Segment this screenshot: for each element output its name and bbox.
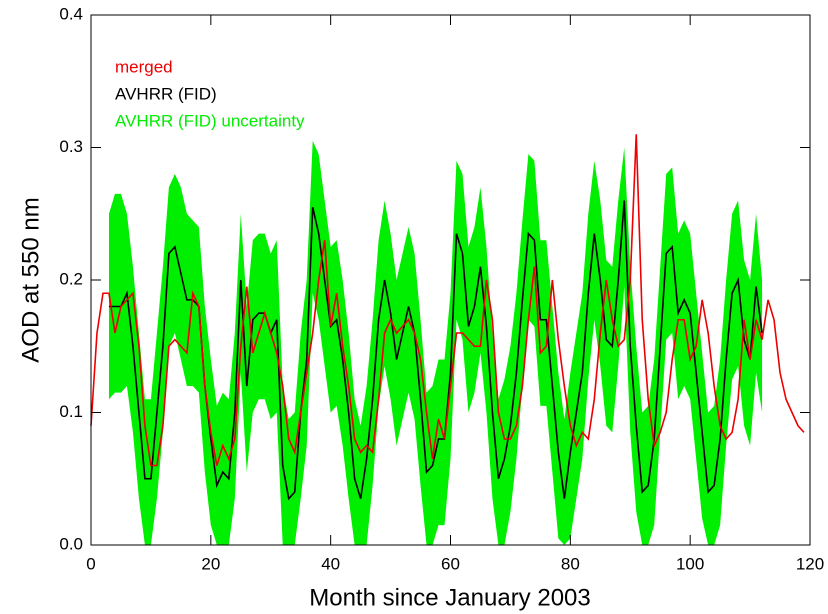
series-line [108,200,763,501]
x-axis-title: Month since January 2003 [309,584,591,611]
uncertainty-band [108,140,763,545]
legend-entry: AVHRR (FID) uncertainty [115,111,305,130]
x-tick-label: 60 [441,554,460,573]
x-tick-label: 40 [321,554,340,573]
series-line [90,134,805,467]
y-tick-label: 0.0 [59,534,83,553]
x-tick-label: 120 [796,554,824,573]
x-tick-label: 0 [86,554,95,573]
legend-entry: AVHRR (FID) [115,84,217,103]
x-tick-label: 100 [676,554,704,573]
y-axis-title: AOD at 550 nm [17,197,44,362]
y-tick-label: 0.4 [59,4,83,23]
legend-entry: merged [115,57,173,76]
y-tick-label: 0.2 [59,269,83,288]
y-tick-label: 0.1 [59,402,83,421]
x-tick-label: 20 [201,554,220,573]
y-tick-label: 0.3 [59,137,83,156]
x-tick-label: 80 [561,554,580,573]
